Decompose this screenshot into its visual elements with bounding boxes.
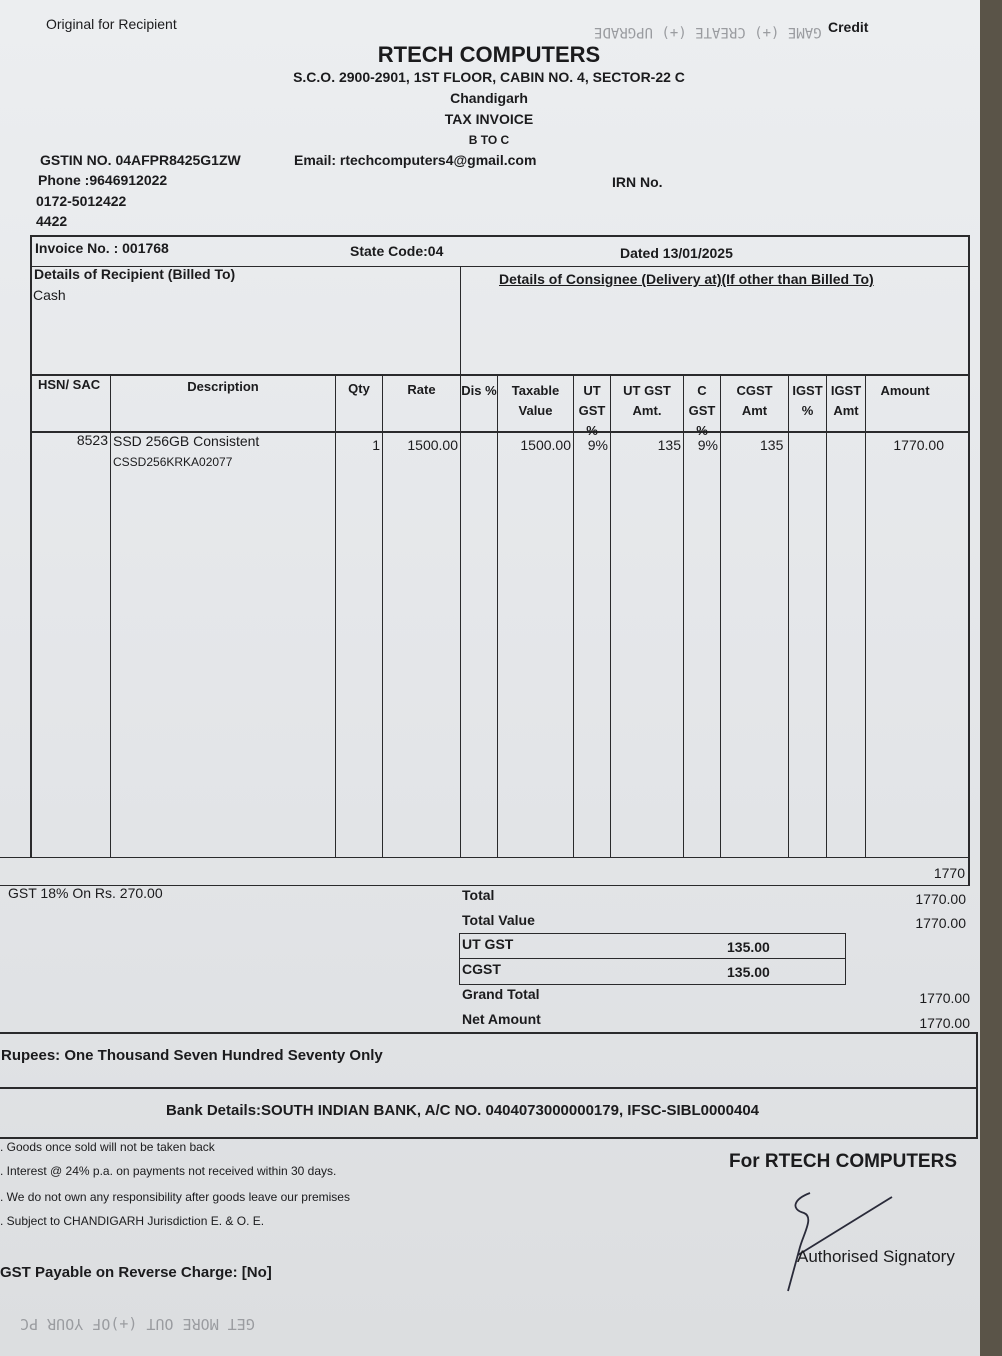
recipient-value: Cash [33, 287, 66, 303]
row-cgst-amt: 135 [760, 437, 784, 453]
col-igst-pct: IGST % [792, 383, 823, 418]
utgst-amount: 135.00 [727, 939, 770, 955]
term-1: . Goods once sold will not be taken back [0, 1140, 215, 1154]
email: Email: rtechcomputers4@gmail.com [294, 152, 537, 168]
term-3: . We do not own any responsibility after… [0, 1190, 350, 1204]
grand-total-label: Grand Total [462, 986, 540, 1002]
amount-in-words: Rupees: One Thousand Seven Hundred Seven… [1, 1047, 383, 1064]
col-dis: Dis % [461, 383, 497, 398]
row-qty: 1 [372, 437, 380, 453]
phone-3: 4422 [36, 213, 68, 229]
col-qty: Qty [348, 381, 370, 396]
col-igst-amt: IGST Amt [830, 383, 862, 418]
consignee-label: Details of Consignee (Delivery at)(If ot… [499, 271, 874, 287]
authorised-signatory: Authorised Signatory [797, 1247, 955, 1266]
total-value-amount: 1770.00 [915, 915, 966, 931]
signature-icon [787, 1192, 893, 1292]
doc-type: TAX INVOICE [444, 111, 534, 127]
col-taxable: Taxable Value [511, 383, 560, 418]
company-city: Chandigarh [450, 90, 528, 106]
phone: Phone :9646912022 [38, 172, 168, 188]
term-2: . Interest @ 24% p.a. on payments not re… [0, 1164, 337, 1178]
row-taxable: 1500.00 [520, 437, 571, 453]
net-amount: 1770.00 [919, 1015, 970, 1031]
col-hsn: HSN/ SAC [38, 377, 101, 392]
category: B TO C [468, 133, 510, 147]
row-description-serial: CSSD256KRKA02077 [113, 455, 233, 469]
payment-mode: Credit [828, 19, 869, 35]
total-value-label: Total Value [462, 912, 535, 928]
row-utgst-pct: 9% [587, 437, 608, 453]
row-hsn: 8523 [76, 432, 108, 448]
row-rate: 1500.00 [407, 437, 458, 453]
utgst-label: UT GST [462, 936, 514, 952]
copy-label: Original for Recipient [46, 16, 177, 32]
irn-label: IRN No. [612, 174, 663, 190]
column-total: 1770 [933, 865, 965, 881]
col-utgst-pct: UT GST % [578, 383, 606, 438]
col-utgst-amt: UT GST Amt. [623, 383, 671, 418]
for-company: For RTECH COMPUTERS [729, 1151, 957, 1172]
bank-details: Bank Details:SOUTH INDIAN BANK, A/C NO. … [166, 1102, 760, 1119]
phone-2: 0172-5012422 [36, 193, 127, 209]
total-value: 1770.00 [915, 891, 966, 907]
col-cgst-amt: CGST Amt [736, 383, 773, 418]
net-amount-label: Net Amount [462, 1011, 541, 1027]
col-cgst-pct: C GST % [688, 383, 716, 438]
row-cgst-pct: 9% [697, 437, 718, 453]
row-amount: 1770.00 [893, 437, 944, 453]
gst-note: GST 18% On Rs. 270.00 [8, 885, 163, 901]
invoice-paper: Original for Recipient Credit GAME (+) C… [0, 0, 980, 1356]
invoice-number: Invoice No. : 001768 [35, 240, 169, 256]
row-description: SSD 256GB Consistent [113, 433, 260, 449]
reverse-charge: GST Payable on Reverse Charge: [No] [0, 1264, 272, 1281]
tax-breakup-box [459, 933, 846, 985]
cgst-amount: 135.00 [727, 964, 770, 980]
total-label: Total [462, 887, 495, 903]
invoice-date: Dated 13/01/2025 [620, 245, 733, 261]
term-4: . Subject to CHANDIGARH Jurisdiction E. … [0, 1214, 265, 1228]
recipient-label: Details of Recipient (Billed To) [34, 266, 236, 282]
state-code: State Code:04 [350, 243, 444, 259]
company-address: S.C.O. 2900-2901, 1ST FLOOR, CABIN NO. 4… [293, 69, 685, 85]
cgst-label: CGST [462, 961, 501, 977]
grand-total: 1770.00 [919, 990, 970, 1006]
gstin: GSTIN NO. 04AFPR8425G1ZW [40, 152, 241, 168]
col-rate: Rate [407, 382, 436, 397]
col-description: Description [187, 379, 259, 394]
col-amount: Amount [880, 383, 930, 398]
showthrough-text-top: GAME (+) CREATE (+) UPGRADE [594, 24, 822, 40]
company-name: RTECH COMPUTERS [377, 42, 601, 67]
showthrough-text-bottom: GET MORE OUT (+)OF YOUR PC [20, 1315, 255, 1333]
row-utgst-amt: 135 [657, 437, 681, 453]
